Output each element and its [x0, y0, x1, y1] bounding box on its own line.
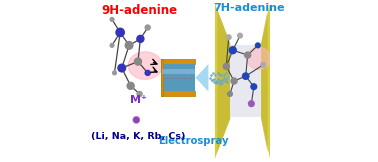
Bar — [161, 59, 195, 64]
Circle shape — [250, 83, 257, 90]
Ellipse shape — [128, 52, 162, 79]
Circle shape — [260, 62, 266, 68]
Circle shape — [133, 116, 140, 123]
Circle shape — [136, 91, 143, 97]
Circle shape — [229, 46, 237, 54]
Text: M⁺: M⁺ — [130, 95, 146, 105]
Text: (Li, Na, K, Rb, Cs): (Li, Na, K, Rb, Cs) — [91, 132, 185, 141]
Text: Electrospray: Electrospray — [159, 136, 229, 146]
Ellipse shape — [247, 47, 270, 69]
Circle shape — [112, 70, 117, 75]
Polygon shape — [261, 3, 270, 159]
Circle shape — [144, 24, 151, 31]
Bar — [161, 59, 163, 96]
Circle shape — [237, 33, 243, 39]
Circle shape — [248, 100, 255, 107]
Circle shape — [134, 57, 142, 66]
Polygon shape — [261, 10, 268, 152]
Bar — [161, 91, 195, 96]
Text: 9H-adenine: 9H-adenine — [102, 4, 178, 17]
Circle shape — [110, 17, 115, 22]
Polygon shape — [215, 3, 230, 159]
Bar — [161, 64, 195, 91]
Circle shape — [255, 42, 261, 48]
Circle shape — [115, 28, 125, 37]
Circle shape — [127, 82, 135, 90]
Circle shape — [110, 43, 115, 48]
Polygon shape — [217, 10, 230, 152]
Polygon shape — [195, 64, 208, 92]
Circle shape — [244, 51, 251, 59]
Circle shape — [117, 64, 126, 73]
Circle shape — [124, 41, 133, 50]
Circle shape — [230, 77, 238, 85]
Circle shape — [136, 35, 145, 43]
Text: 7H-adenine: 7H-adenine — [213, 3, 285, 13]
Circle shape — [144, 70, 151, 76]
Circle shape — [242, 72, 249, 80]
Circle shape — [223, 63, 230, 70]
Bar — [162, 69, 195, 74]
Circle shape — [226, 34, 232, 40]
Circle shape — [227, 91, 233, 97]
Polygon shape — [230, 45, 261, 117]
